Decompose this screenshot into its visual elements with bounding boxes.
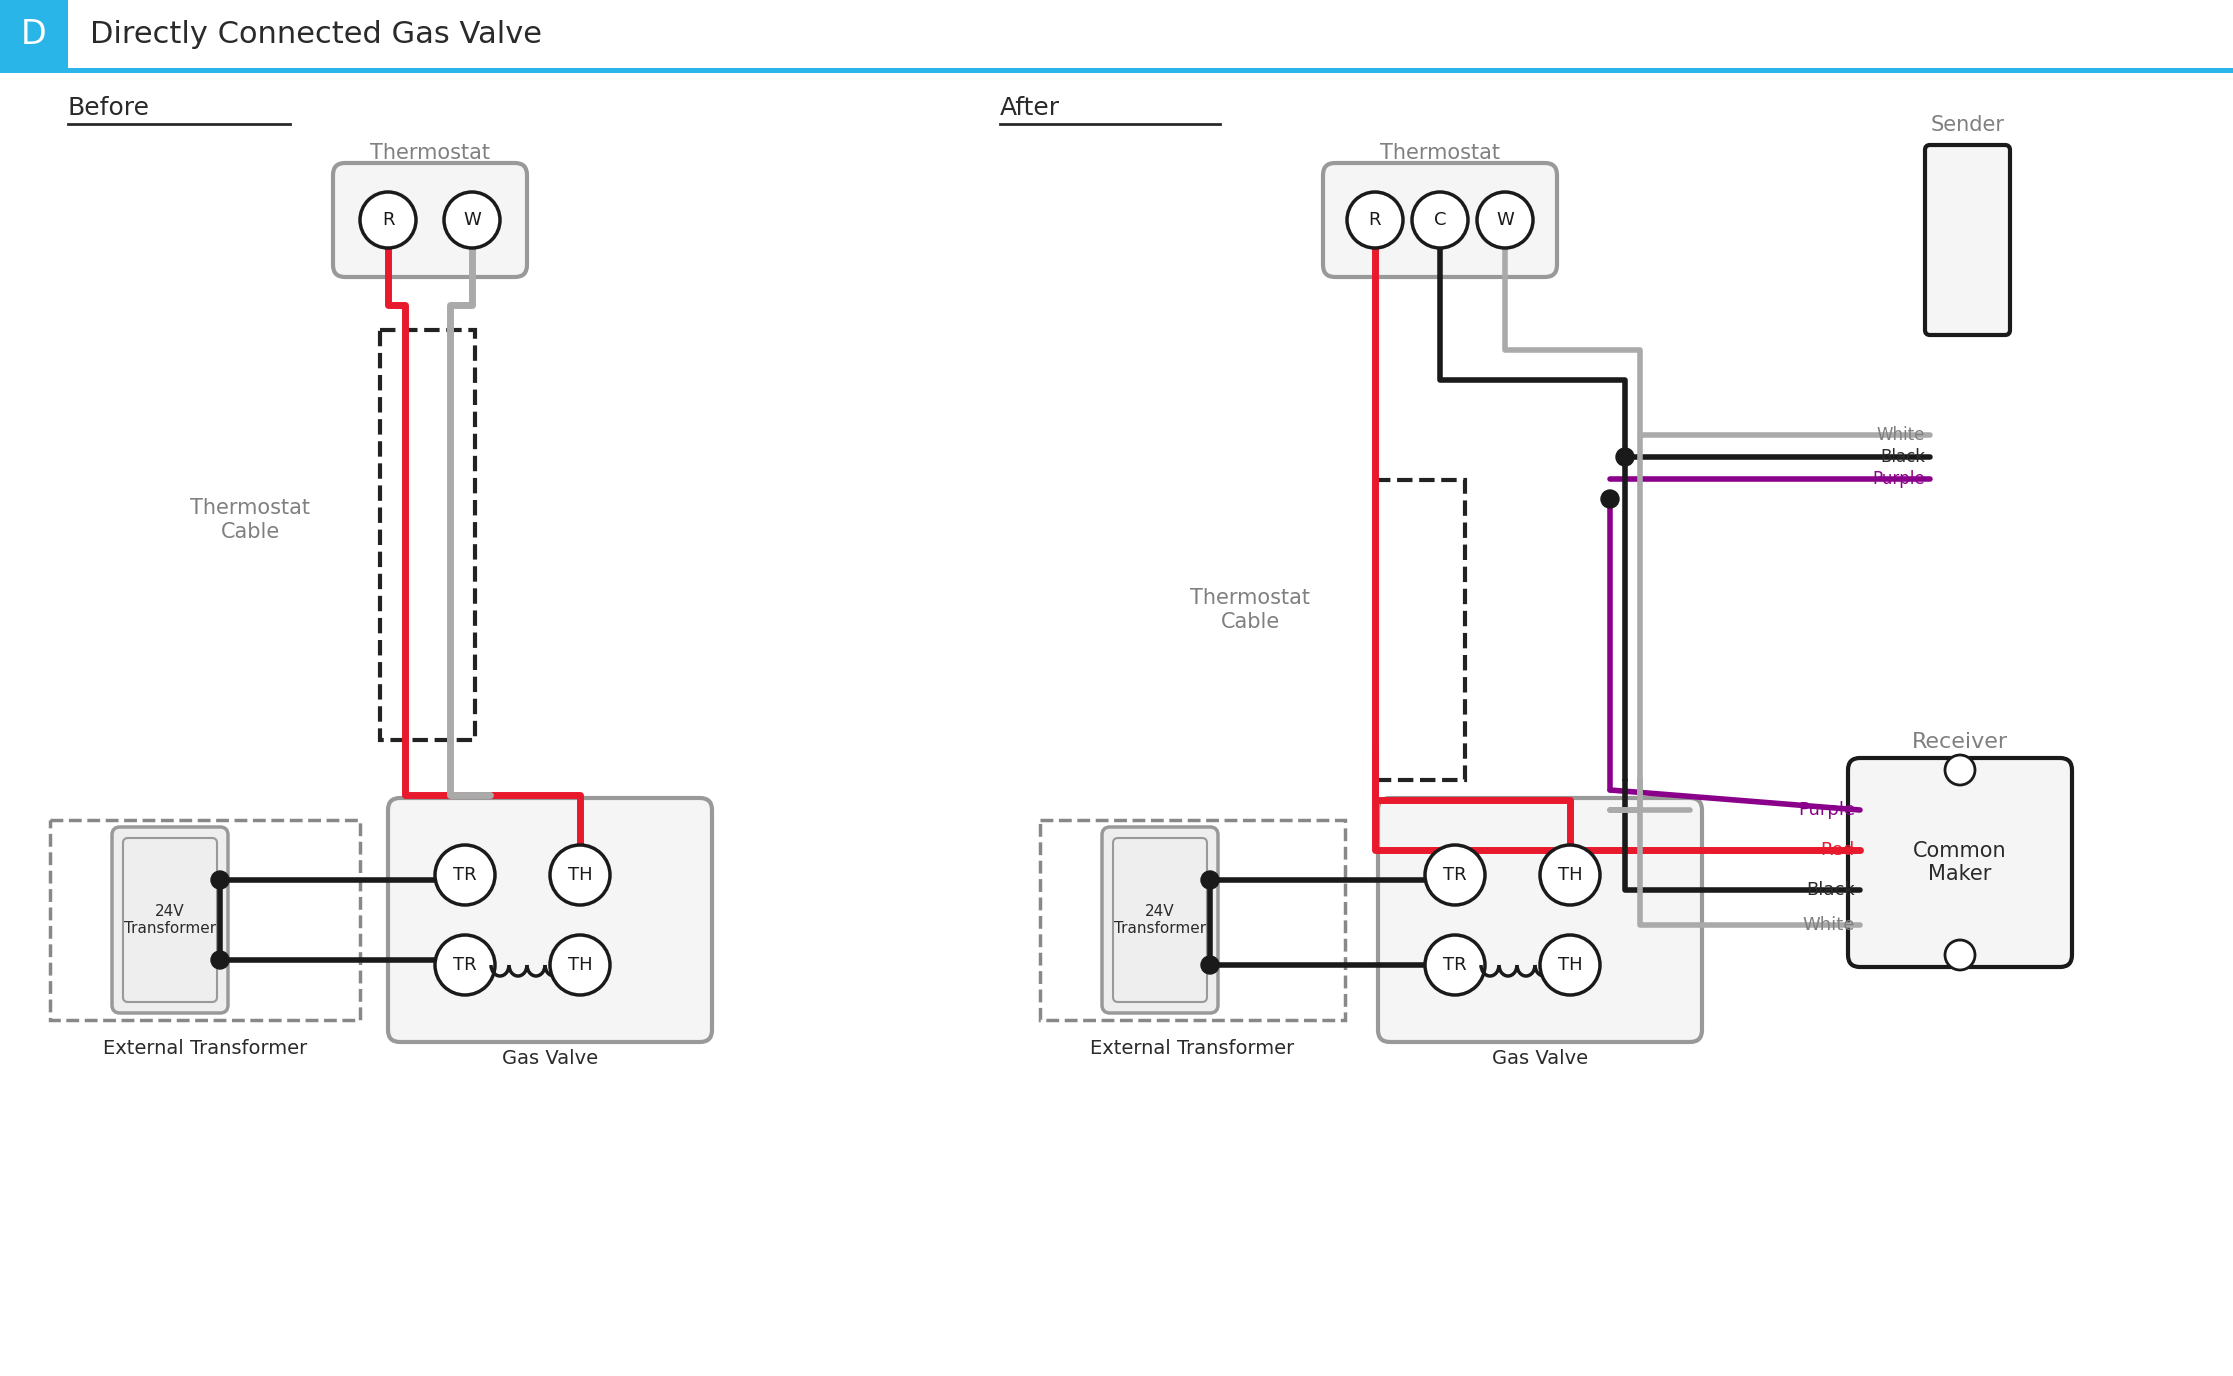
Text: Directly Connected Gas Valve: Directly Connected Gas Valve bbox=[89, 19, 543, 48]
Bar bbox=[0, 67, 2233, 73]
Circle shape bbox=[1945, 940, 1974, 970]
Circle shape bbox=[210, 871, 230, 889]
Circle shape bbox=[1617, 449, 1635, 466]
Text: Sender: Sender bbox=[1932, 116, 2005, 135]
Text: TH: TH bbox=[567, 956, 592, 974]
Text: Gas Valve: Gas Valve bbox=[502, 1049, 598, 1068]
FancyBboxPatch shape bbox=[123, 838, 217, 1002]
Text: TH: TH bbox=[567, 866, 592, 883]
Text: White: White bbox=[1876, 427, 1925, 444]
Circle shape bbox=[1201, 871, 1219, 889]
Circle shape bbox=[360, 193, 415, 248]
Circle shape bbox=[1945, 755, 1974, 784]
Circle shape bbox=[1541, 936, 1601, 995]
Text: Purple: Purple bbox=[1798, 801, 1856, 819]
Bar bbox=[380, 330, 476, 740]
Text: Thermostat
Cable: Thermostat Cable bbox=[1190, 589, 1311, 632]
Bar bbox=[49, 820, 360, 1020]
Circle shape bbox=[444, 193, 500, 248]
Circle shape bbox=[1346, 193, 1402, 248]
Text: Thermostat
Cable: Thermostat Cable bbox=[190, 498, 310, 542]
Circle shape bbox=[1425, 845, 1485, 905]
FancyBboxPatch shape bbox=[333, 162, 527, 277]
Circle shape bbox=[549, 845, 610, 905]
Text: Receiver: Receiver bbox=[1911, 732, 2007, 753]
Text: TH: TH bbox=[1559, 956, 1583, 974]
FancyBboxPatch shape bbox=[1112, 838, 1208, 1002]
Text: White: White bbox=[1802, 916, 1856, 934]
FancyBboxPatch shape bbox=[389, 798, 712, 1042]
Text: TR: TR bbox=[453, 866, 478, 883]
Circle shape bbox=[1476, 193, 1534, 248]
Text: R: R bbox=[1369, 211, 1382, 228]
Text: W: W bbox=[462, 211, 480, 228]
FancyBboxPatch shape bbox=[1322, 162, 1556, 277]
Circle shape bbox=[1541, 845, 1601, 905]
Text: Red: Red bbox=[1820, 841, 1856, 859]
Bar bbox=[1376, 480, 1465, 780]
Bar bbox=[1041, 820, 1344, 1020]
Circle shape bbox=[1201, 956, 1219, 974]
Circle shape bbox=[1411, 193, 1467, 248]
Text: External Transformer: External Transformer bbox=[103, 1039, 308, 1058]
Text: Purple: Purple bbox=[1873, 471, 1925, 488]
Text: Thermostat: Thermostat bbox=[371, 143, 489, 162]
FancyBboxPatch shape bbox=[112, 827, 228, 1013]
Text: Black: Black bbox=[1880, 449, 1925, 466]
Circle shape bbox=[549, 936, 610, 995]
Text: After: After bbox=[1000, 96, 1061, 120]
Circle shape bbox=[210, 951, 230, 969]
FancyBboxPatch shape bbox=[1103, 827, 1217, 1013]
Text: External Transformer: External Transformer bbox=[1090, 1039, 1295, 1058]
FancyBboxPatch shape bbox=[1378, 798, 1702, 1042]
Text: Gas Valve: Gas Valve bbox=[1492, 1049, 1588, 1068]
Text: 24V
Transformer: 24V Transformer bbox=[125, 904, 217, 936]
Text: 24V
Transformer: 24V Transformer bbox=[1114, 904, 1206, 936]
Bar bbox=[0, 0, 67, 67]
Text: Before: Before bbox=[67, 96, 150, 120]
Circle shape bbox=[435, 936, 496, 995]
Text: R: R bbox=[382, 211, 395, 228]
Circle shape bbox=[435, 845, 496, 905]
FancyBboxPatch shape bbox=[1925, 144, 2010, 334]
Text: Common
Maker: Common Maker bbox=[1914, 841, 2007, 885]
Text: C: C bbox=[1434, 211, 1447, 228]
Text: Black: Black bbox=[1806, 881, 1856, 899]
Text: Thermostat: Thermostat bbox=[1380, 143, 1501, 162]
Text: W: W bbox=[1496, 211, 1514, 228]
Text: D: D bbox=[20, 18, 47, 51]
Text: TR: TR bbox=[1443, 866, 1467, 883]
Text: TH: TH bbox=[1559, 866, 1583, 883]
Circle shape bbox=[1601, 490, 1619, 508]
Text: TR: TR bbox=[453, 956, 478, 974]
Circle shape bbox=[1425, 936, 1485, 995]
Text: TR: TR bbox=[1443, 956, 1467, 974]
FancyBboxPatch shape bbox=[1849, 758, 2072, 967]
